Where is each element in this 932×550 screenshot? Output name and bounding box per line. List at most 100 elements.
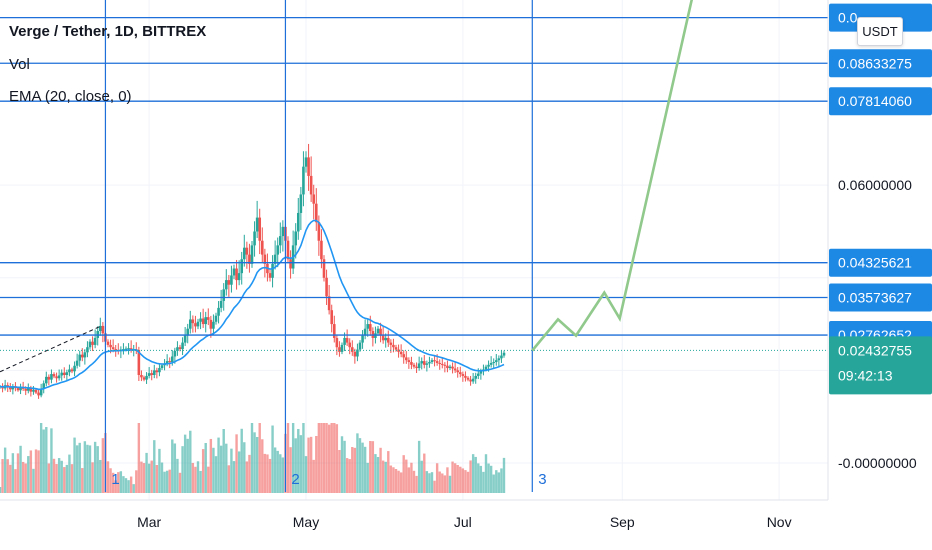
candle-body-165 [422, 361, 426, 365]
candle-body-179 [458, 372, 462, 375]
candle-body-156 [399, 351, 403, 355]
candle-body-26 [65, 372, 69, 375]
candle-body-93 [237, 273, 241, 281]
volume-bar-114 [291, 423, 295, 493]
volume-bar-74 [189, 430, 192, 493]
candle-56 [142, 375, 146, 382]
candle-body-171 [438, 362, 442, 364]
volume-bar-137 [351, 447, 354, 493]
candle-body-85 [217, 307, 220, 316]
candle-135 [345, 329, 349, 346]
candle-191 [489, 356, 493, 368]
volume-bar-125 [320, 423, 323, 493]
candle-71 [181, 337, 184, 355]
candle-body-50 [127, 348, 130, 350]
volume-bar-35 [88, 445, 92, 493]
candle-body-97 [248, 254, 251, 264]
volume-bar-192 [492, 474, 495, 493]
candle-body-14 [34, 389, 38, 393]
candle-body-116 [296, 212, 300, 232]
candle-body-96 [245, 247, 249, 255]
candle-106 [271, 255, 274, 288]
volume-bar-86 [219, 445, 223, 493]
candle-body-187 [479, 371, 483, 374]
candle-body-87 [222, 289, 226, 301]
candle-body-149 [381, 335, 385, 341]
candle-body-31 [78, 354, 82, 361]
candle-94 [240, 251, 244, 285]
candle-18 [44, 371, 48, 387]
volume-bar-157 [402, 455, 405, 493]
price-label-8: -0.00000000 [838, 455, 917, 471]
candle-25 [62, 367, 66, 379]
candle-body-84 [214, 315, 218, 322]
volume-bar-12 [29, 450, 33, 493]
candle-107 [273, 240, 277, 270]
volume-bar-84 [214, 456, 218, 493]
volume-bar-112 [286, 423, 290, 493]
candle-body-191 [489, 362, 493, 365]
candle-163 [417, 356, 421, 371]
volume-legend[interactable]: Vol [9, 56, 30, 73]
volume-bar-172 [441, 473, 444, 493]
ema-legend[interactable]: EMA (20, close, 0) [9, 88, 132, 105]
candle-51 [129, 340, 133, 353]
candle-body-178 [456, 370, 460, 373]
volume-bar-136 [348, 459, 351, 493]
candle-85 [217, 301, 220, 324]
candle-body-183 [469, 379, 472, 382]
candle-157 [402, 350, 406, 364]
candle-body-28 [70, 369, 74, 372]
candle-118 [302, 151, 305, 207]
currency-button[interactable]: USDT [857, 17, 903, 46]
candle-body-132 [338, 347, 341, 352]
candle-136 [348, 338, 352, 355]
volume-bar-128 [327, 424, 331, 493]
candle-160 [410, 356, 413, 370]
volume-bar-176 [451, 461, 454, 493]
candle-body-34 [86, 347, 89, 353]
candle-body-58 [147, 373, 151, 376]
candle-body-144 [368, 324, 372, 332]
volume-bar-53 [135, 470, 138, 493]
candle-117 [299, 186, 303, 230]
volume-bar-7 [16, 453, 20, 493]
candle-body-120 [307, 157, 310, 176]
candle-123 [314, 188, 318, 231]
candle-body-109 [278, 236, 282, 246]
volume-bar-33 [83, 441, 87, 493]
candle-body-174 [446, 365, 449, 369]
marker-label-0: 1 [111, 471, 119, 488]
volume-bar-173 [443, 475, 447, 493]
trend-dashed-line [0, 325, 101, 373]
candle-173 [443, 362, 447, 373]
candle-body-91 [232, 268, 236, 276]
candle-body-190 [487, 364, 490, 367]
candle-42 [106, 339, 110, 348]
volume-bar-179 [459, 466, 462, 493]
candle-22 [55, 372, 58, 383]
marker-label-1: 2 [291, 471, 299, 488]
candle-body-80 [204, 317, 208, 325]
candle-body-65 [165, 361, 169, 364]
candle-177 [453, 362, 457, 373]
candle-body-140 [358, 342, 362, 350]
volume-bar-54 [137, 423, 141, 493]
volume-bar-14 [34, 449, 38, 493]
candle-body-103 [263, 254, 267, 264]
candle-body-70 [178, 347, 182, 350]
volume-bar-75 [191, 462, 195, 493]
volume-bar-34 [86, 444, 89, 493]
candle-185 [474, 372, 478, 384]
candle-body-126 [322, 259, 326, 278]
volume-bar-149 [381, 460, 385, 493]
candle-172 [440, 357, 444, 369]
volume-bar-80 [204, 443, 207, 493]
candle-body-57 [145, 375, 148, 380]
candle-body-168 [430, 360, 434, 363]
volume-bar-94 [240, 428, 243, 493]
projection-path [531, 0, 694, 352]
volume-bar-40 [101, 438, 105, 493]
candle-body-79 [201, 318, 205, 325]
